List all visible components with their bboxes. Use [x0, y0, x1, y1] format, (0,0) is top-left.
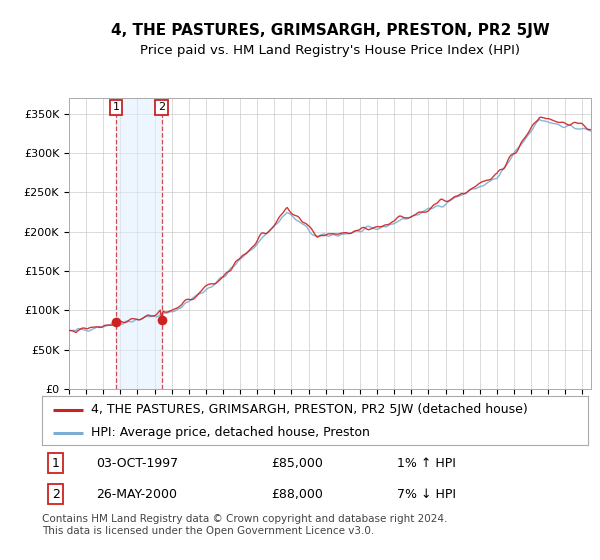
Text: Contains HM Land Registry data © Crown copyright and database right 2024.
This d: Contains HM Land Registry data © Crown c…	[42, 514, 448, 536]
Text: 4, THE PASTURES, GRIMSARGH, PRESTON, PR2 5JW (detached house): 4, THE PASTURES, GRIMSARGH, PRESTON, PR2…	[91, 403, 528, 416]
Text: Price paid vs. HM Land Registry's House Price Index (HPI): Price paid vs. HM Land Registry's House …	[140, 44, 520, 57]
Text: HPI: Average price, detached house, Preston: HPI: Average price, detached house, Pres…	[91, 426, 370, 440]
Text: £88,000: £88,000	[271, 488, 323, 501]
Text: 03-OCT-1997: 03-OCT-1997	[97, 456, 179, 470]
Text: 26-MAY-2000: 26-MAY-2000	[97, 488, 178, 501]
Text: 7% ↓ HPI: 7% ↓ HPI	[397, 488, 456, 501]
Text: 2: 2	[158, 102, 165, 113]
Text: 1% ↑ HPI: 1% ↑ HPI	[397, 456, 456, 470]
Text: 2: 2	[52, 488, 59, 501]
Text: 1: 1	[113, 102, 119, 113]
Bar	[116, 98, 162, 389]
Text: £85,000: £85,000	[271, 456, 323, 470]
Text: 4, THE PASTURES, GRIMSARGH, PRESTON, PR2 5JW: 4, THE PASTURES, GRIMSARGH, PRESTON, PR2…	[110, 24, 550, 38]
Text: 1: 1	[52, 456, 59, 470]
